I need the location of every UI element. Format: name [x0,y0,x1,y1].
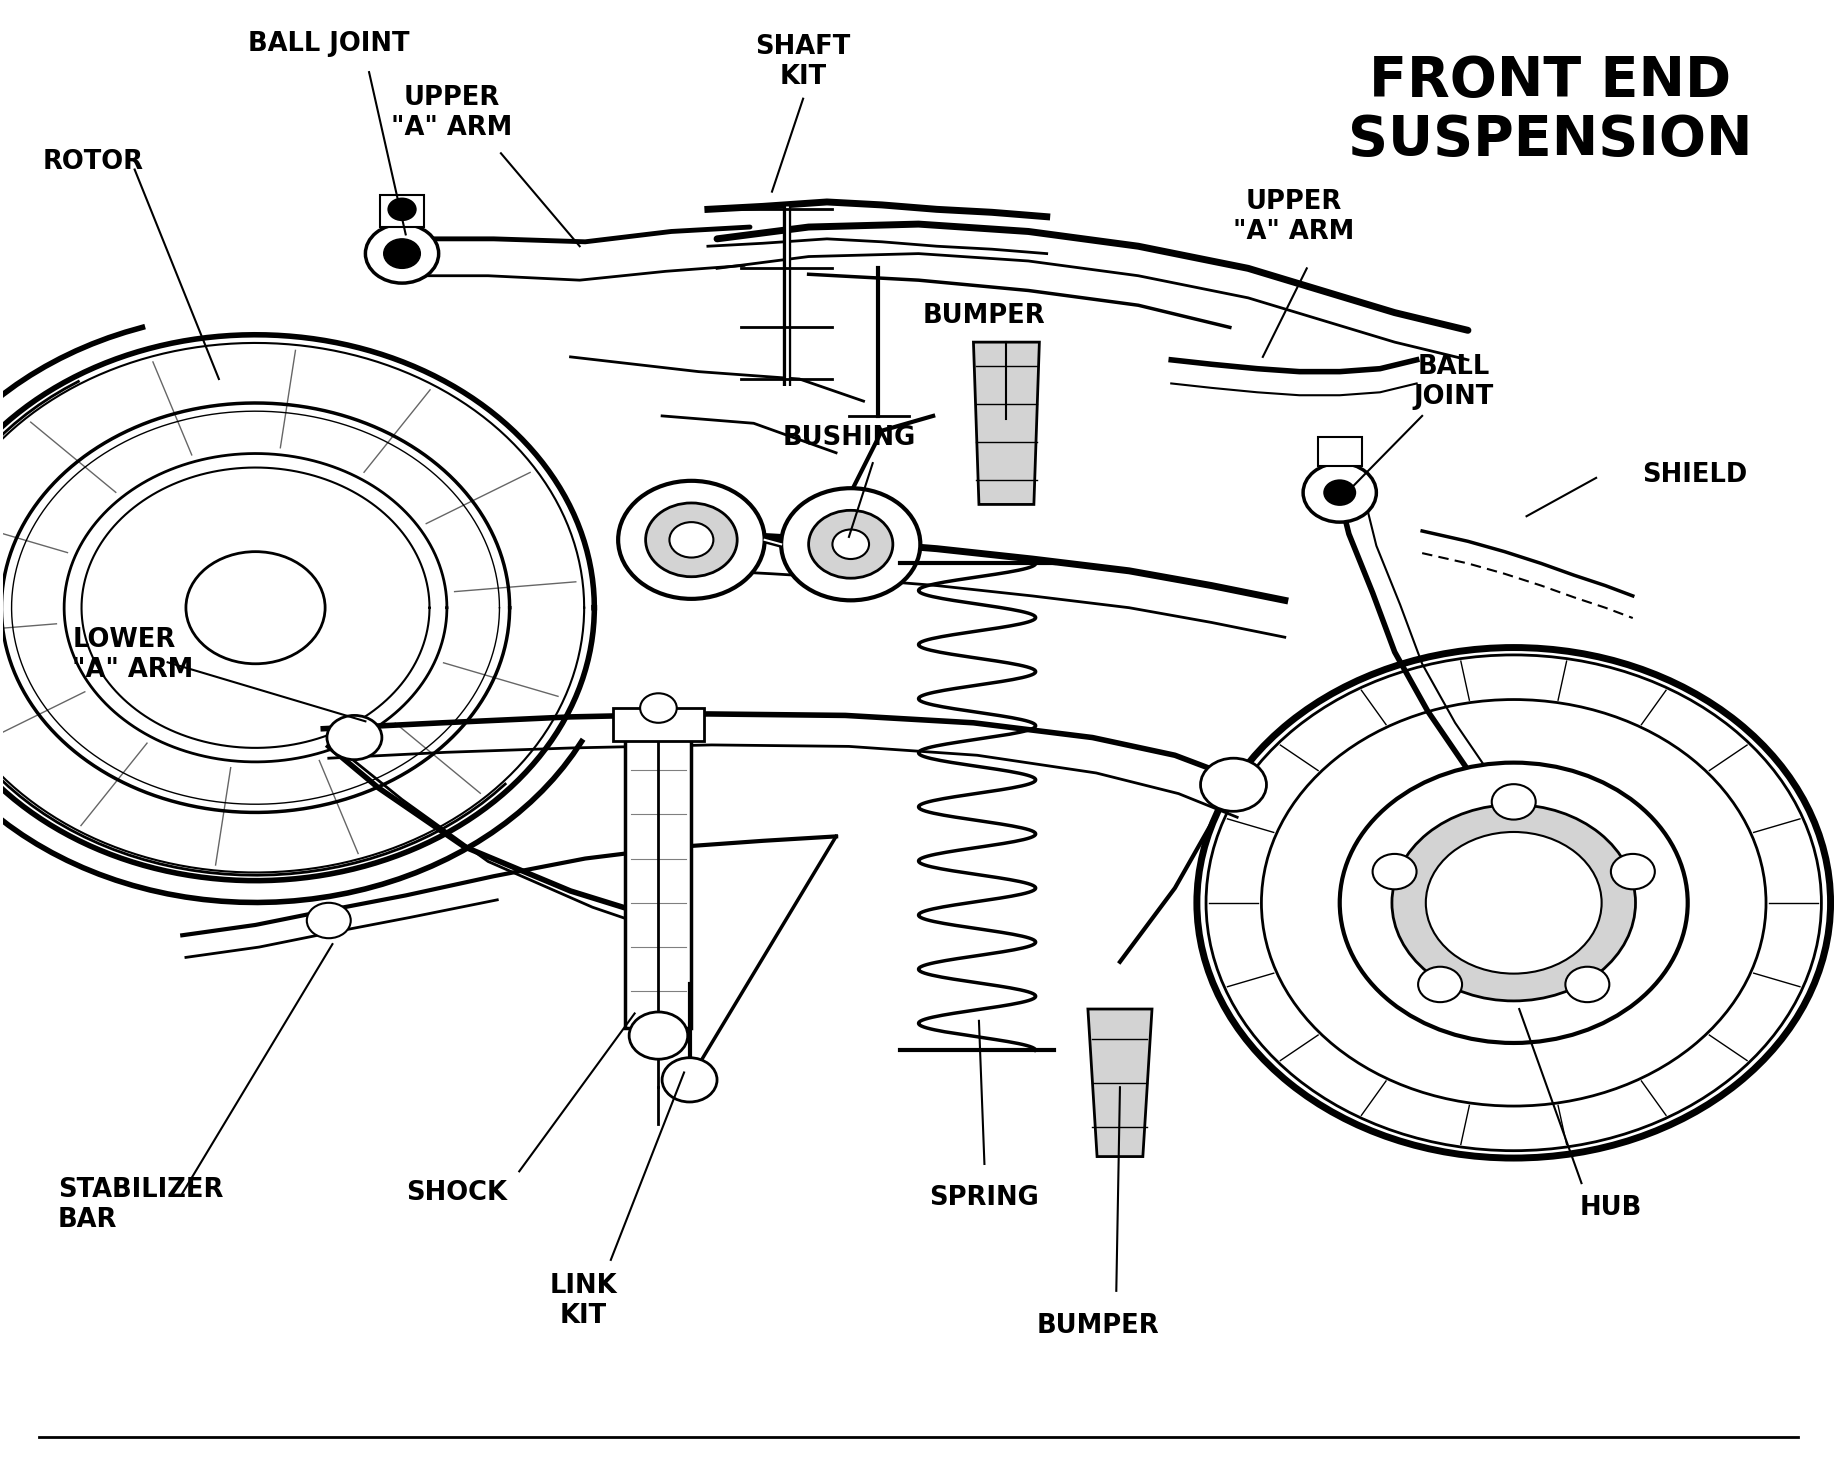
Text: SPRING: SPRING [930,1185,1040,1211]
Circle shape [661,1057,716,1102]
Text: BUSHING: BUSHING [783,425,915,452]
Text: BALL JOINT: BALL JOINT [248,31,410,58]
Text: STABILIZER
BAR: STABILIZER BAR [57,1177,222,1234]
Circle shape [645,504,737,576]
Circle shape [388,197,417,221]
Circle shape [1492,783,1536,819]
Circle shape [808,511,893,578]
Text: BUMPER: BUMPER [924,302,1045,329]
Circle shape [307,903,351,937]
Text: LOWER
"A" ARM: LOWER "A" ARM [72,626,193,683]
Circle shape [639,693,676,723]
Text: FRONT END
SUSPENSION: FRONT END SUSPENSION [1348,55,1752,167]
Circle shape [1418,967,1462,1003]
Circle shape [1426,832,1602,973]
Circle shape [781,489,920,600]
Polygon shape [974,342,1040,505]
Text: BALL
JOINT: BALL JOINT [1413,354,1493,410]
Circle shape [617,481,764,598]
Bar [1317,437,1361,467]
Text: UPPER
"A" ARM: UPPER "A" ARM [391,86,513,142]
Circle shape [384,238,421,268]
Circle shape [832,530,869,558]
Text: HUB: HUB [1580,1195,1642,1222]
Text: BUMPER: BUMPER [1036,1314,1159,1339]
Text: UPPER
"A" ARM: UPPER "A" ARM [1233,188,1354,244]
Bar [614,708,704,740]
Circle shape [1392,804,1635,1001]
Circle shape [327,715,382,760]
Text: SHOCK: SHOCK [406,1180,507,1207]
Circle shape [1201,758,1266,812]
Text: ROTOR: ROTOR [42,150,143,175]
Circle shape [628,1012,687,1059]
Circle shape [1323,480,1356,507]
Circle shape [366,224,439,283]
Circle shape [1302,464,1376,523]
Polygon shape [1088,1009,1152,1157]
Circle shape [1565,967,1609,1003]
Text: SHIELD: SHIELD [1642,462,1747,487]
Text: SHAFT
KIT: SHAFT KIT [755,34,851,90]
Bar [380,194,424,227]
Circle shape [1372,855,1416,889]
Text: LINK
KIT: LINK KIT [549,1274,617,1328]
Circle shape [1339,763,1688,1043]
Circle shape [669,523,713,557]
Circle shape [186,551,325,663]
Bar [625,733,691,1028]
Circle shape [1611,855,1655,889]
